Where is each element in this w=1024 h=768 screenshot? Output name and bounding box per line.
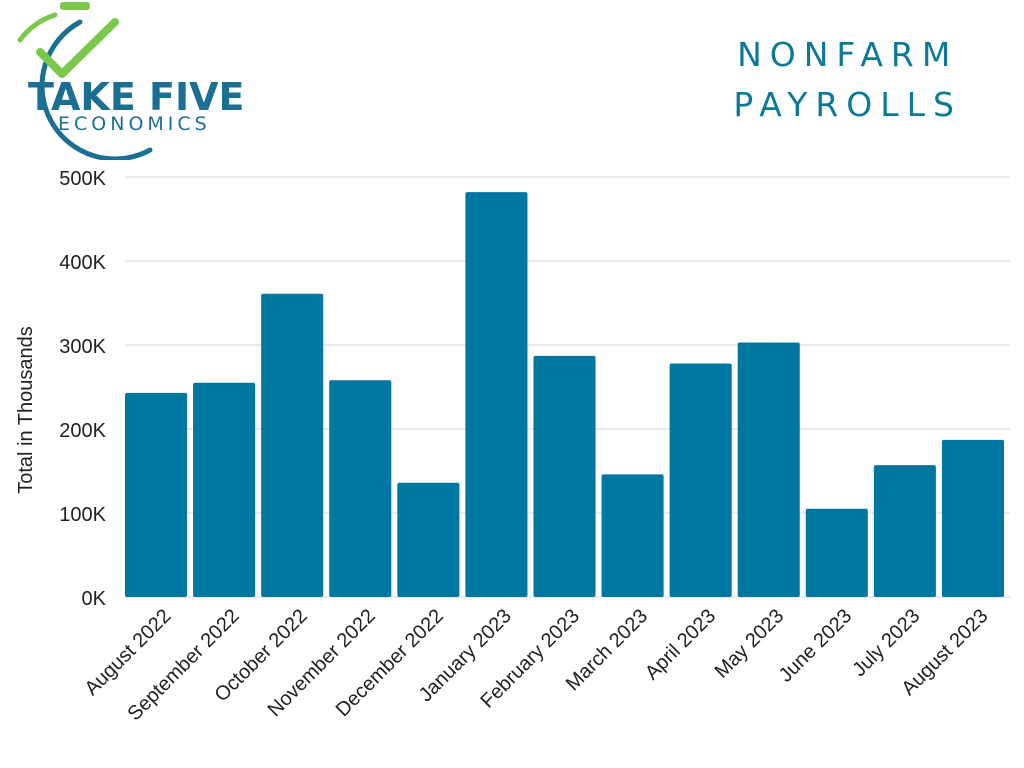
y-tick-label: 0K (82, 588, 107, 610)
stopwatch-crown-icon (60, 2, 90, 10)
chart-title: NONFARM PAYROLLS (733, 30, 962, 130)
bar (737, 342, 800, 597)
y-tick-label: 400K (59, 252, 106, 274)
chart-title-line-1: NONFARM (737, 35, 959, 74)
stopwatch-ring-icon (39, 19, 153, 160)
x-tick-label: April 2023 (641, 605, 720, 684)
x-tick-label: June 2023 (775, 605, 857, 687)
logo-tagline: ECONOMICS (58, 113, 211, 135)
logo-name: TAKE FIVE (28, 75, 244, 119)
bar (805, 508, 868, 597)
y-tick-label: 300K (59, 336, 106, 358)
bar (261, 293, 324, 597)
y-tick-label: 100K (59, 504, 106, 526)
bar (125, 392, 188, 597)
y-tick-label: 200K (59, 420, 106, 442)
bar (941, 439, 1004, 597)
bar (873, 465, 936, 597)
chart-title-line-2: PAYROLLS (733, 85, 962, 124)
y-tick-label: 500K (59, 168, 106, 190)
bar (329, 380, 392, 597)
stopwatch-ring-accent (17, 12, 58, 43)
bar (193, 382, 256, 597)
bar (465, 192, 528, 597)
y-axis-tick-labels: 0K 100K 200K 300K 400K 500K (59, 168, 106, 610)
bar (601, 474, 664, 597)
bar (669, 363, 732, 597)
y-axis-label: Total in Thousands (15, 326, 37, 494)
bars (125, 192, 1004, 597)
bar (397, 482, 460, 597)
bar (533, 355, 596, 597)
checkmark-icon (36, 18, 119, 78)
take-five-economics-logo: TAKE FIVE ECONOMICS (17, 2, 244, 160)
